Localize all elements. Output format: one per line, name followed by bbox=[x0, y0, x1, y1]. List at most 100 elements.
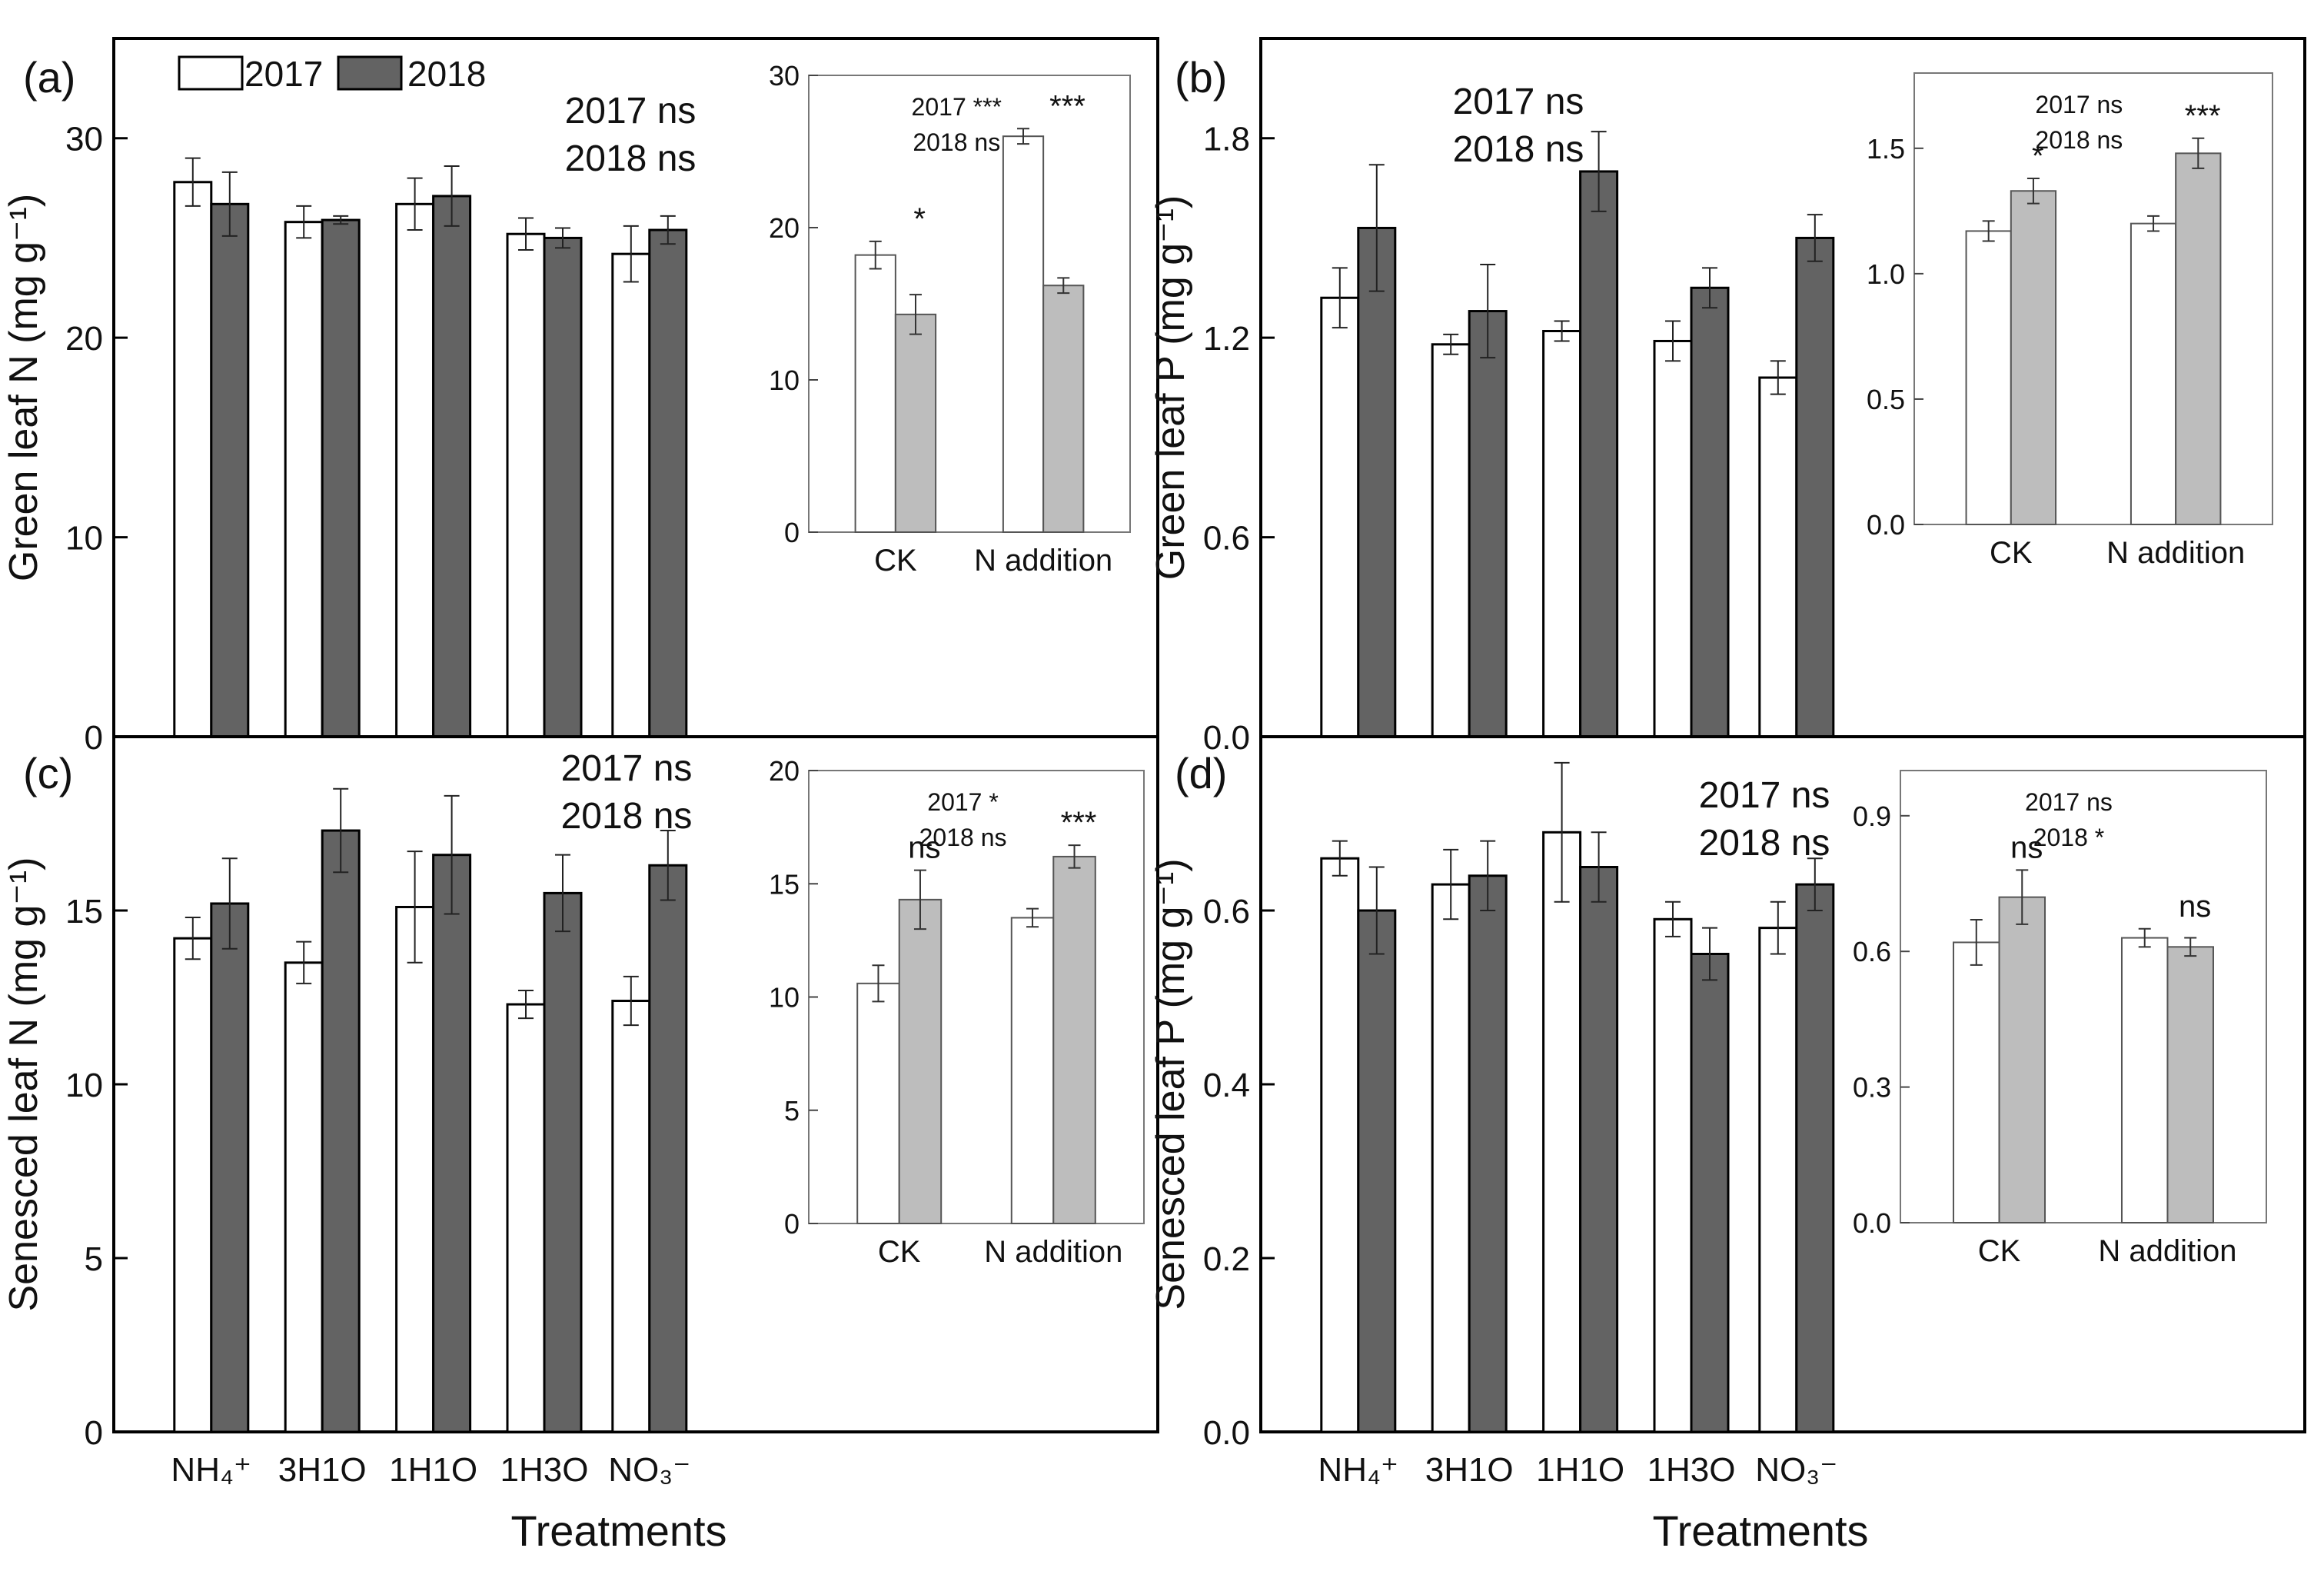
inset-significance-mark: * bbox=[2032, 139, 2044, 173]
inset-x-tick-label: CK bbox=[1990, 536, 2033, 570]
y-tick-label: 1.2 bbox=[1203, 320, 1250, 358]
y-tick-label: 5 bbox=[85, 1240, 103, 1278]
bar-2018 bbox=[321, 218, 361, 738]
inset-y-tick-label: 0 bbox=[784, 1208, 800, 1240]
inset-x-tick-label: CK bbox=[1978, 1234, 2021, 1268]
legend-swatch-2017 bbox=[178, 55, 244, 91]
inset-significance-mark: ns bbox=[2010, 831, 2043, 864]
panel-label: (d) bbox=[1175, 749, 1227, 797]
panel-label: (b) bbox=[1175, 53, 1227, 102]
bar-2017 bbox=[611, 252, 651, 738]
panel-a: (a) 0 10 20 30 Green leaf N (mg g⁻¹) 2017 ns 20… bbox=[2, 37, 1159, 757]
inset-bar-2017 bbox=[1953, 941, 2000, 1223]
y-tick-label: 0.6 bbox=[1203, 520, 1250, 558]
inset-significance-mark: ns bbox=[908, 831, 940, 865]
inset-bar-2017 bbox=[2130, 222, 2177, 525]
x-tick-label: 1H3O bbox=[500, 1451, 589, 1489]
inset-bar-2018 bbox=[898, 898, 943, 1224]
inset-y-tick-label: 0.3 bbox=[1853, 1072, 1891, 1104]
inset-y-tick-label: 30 bbox=[769, 60, 800, 92]
inset-bar-2017 bbox=[856, 982, 900, 1224]
inset-x-tick-label: N addition bbox=[984, 1235, 1122, 1269]
inset-y-tick-label: 20 bbox=[769, 755, 800, 787]
y-tick-label: 0.6 bbox=[1203, 893, 1250, 930]
x-axis-title-right: Treatments bbox=[1652, 1506, 1868, 1555]
inset-y-tick-label: 5 bbox=[784, 1095, 800, 1127]
x-tick-label: NO₃⁻ bbox=[1755, 1451, 1837, 1489]
significance-annotation: 2018 ns bbox=[1699, 823, 1830, 864]
inset-significance-mark: *** bbox=[1049, 89, 1086, 123]
legend-label-2017: 2017 bbox=[244, 54, 323, 94]
y-tick-label: 10 bbox=[65, 1067, 103, 1104]
inset-chart: 0.0 0.5 1.0 1.5 CK * N addition *** 2017 ns 2018 … bbox=[1867, 72, 2273, 570]
bar-2018 bbox=[432, 854, 472, 1433]
y-axis-title: Green leaf P (mg g⁻¹) bbox=[1149, 195, 1193, 580]
bar-2018 bbox=[1468, 310, 1508, 738]
bar-2017 bbox=[506, 1003, 546, 1433]
significance-annotation: 2017 ns bbox=[561, 748, 693, 789]
y-tick-label: 0.0 bbox=[1203, 1414, 1250, 1452]
inset-x-tick-label: CK bbox=[874, 544, 917, 578]
inset-annotation: 2017 * bbox=[927, 788, 999, 816]
inset-x-tick-label: N addition bbox=[974, 544, 1112, 578]
bar-2017 bbox=[1758, 927, 1798, 1433]
inset-y-tick-label: 0.5 bbox=[1867, 384, 1905, 415]
inset-annotation: 2018 ns bbox=[913, 128, 1000, 156]
inset-bar-2018 bbox=[1052, 855, 1096, 1225]
y-tick-label: 15 bbox=[65, 893, 103, 930]
inset-bar-2017 bbox=[1965, 230, 2012, 525]
inset-y-tick-label: 0.0 bbox=[1853, 1207, 1891, 1239]
inset-x-tick-label: N addition bbox=[2098, 1234, 2236, 1268]
inset-frame bbox=[808, 75, 1131, 533]
inset-significance-mark: *** bbox=[1061, 806, 1097, 840]
bar-2017 bbox=[173, 181, 213, 738]
inset-annotation: 2018 ns bbox=[2035, 126, 2123, 154]
legend: 2017 2018 bbox=[178, 54, 486, 94]
inset-y-tick-label: 1.5 bbox=[1867, 133, 1905, 165]
panel-c: (c) 0 5 10 15 Senesced leaf N (mg g⁻¹) NH₄⁺ 3H1… bbox=[2, 735, 1159, 1489]
x-tick-label: 1H1O bbox=[1536, 1451, 1624, 1489]
inset-significance-mark: *** bbox=[2185, 99, 2221, 133]
bar-2017 bbox=[284, 961, 324, 1433]
inset-x-tick-label: CK bbox=[878, 1235, 921, 1269]
x-tick-label: 1H3O bbox=[1647, 1451, 1736, 1489]
inset-bar-2018 bbox=[2010, 190, 2057, 525]
bar-2017 bbox=[284, 221, 324, 738]
bar-2018 bbox=[1579, 866, 1619, 1433]
inset-y-tick-label: 10 bbox=[769, 365, 800, 396]
bar-2017 bbox=[1653, 917, 1693, 1433]
panel-d: (d) 0.0 0.2 0.4 0.6 Senesced leaf P (mg g⁻¹) N… bbox=[1149, 735, 2306, 1489]
inset-bar-2017 bbox=[854, 254, 896, 533]
inset-y-tick-label: 15 bbox=[769, 868, 800, 900]
inset-frame bbox=[1913, 72, 2273, 525]
x-tick-label: 3H1O bbox=[1425, 1451, 1514, 1489]
bar-2018 bbox=[210, 202, 250, 738]
bar-2017 bbox=[1542, 329, 1582, 738]
bar-2017 bbox=[395, 905, 435, 1433]
x-axis-title-left: Treatments bbox=[510, 1506, 726, 1555]
y-tick-label: 30 bbox=[65, 121, 103, 158]
y-tick-label: 0 bbox=[85, 719, 103, 757]
inset-significance-mark: * bbox=[913, 202, 926, 236]
legend-label-2018: 2018 bbox=[407, 54, 486, 94]
bar-2018 bbox=[648, 228, 688, 738]
panel-label: (a) bbox=[23, 53, 75, 102]
bar-2018 bbox=[1579, 170, 1619, 738]
inset-bar-2017 bbox=[1010, 917, 1055, 1225]
inset-significance-mark: ns bbox=[2179, 890, 2211, 924]
bar-2017 bbox=[1320, 857, 1360, 1433]
bar-2018 bbox=[1357, 226, 1397, 738]
significance-annotation: 2018 ns bbox=[1453, 129, 1584, 170]
bar-2017 bbox=[1431, 883, 1471, 1433]
significance-annotation: 2017 ns bbox=[565, 91, 697, 132]
bar-2017 bbox=[173, 937, 213, 1433]
inset-annotation: 2017 ns bbox=[2035, 91, 2123, 118]
y-axis-title: Green leaf N (mg g⁻¹) bbox=[2, 194, 46, 581]
bar-2018 bbox=[321, 829, 361, 1433]
x-tick-label: NH₄⁺ bbox=[1318, 1451, 1398, 1489]
inset-annotation: 2018 * bbox=[2033, 824, 2105, 851]
bar-2017 bbox=[611, 1000, 651, 1433]
bar-2018 bbox=[648, 864, 688, 1433]
inset-bar-2018 bbox=[1998, 896, 2046, 1223]
